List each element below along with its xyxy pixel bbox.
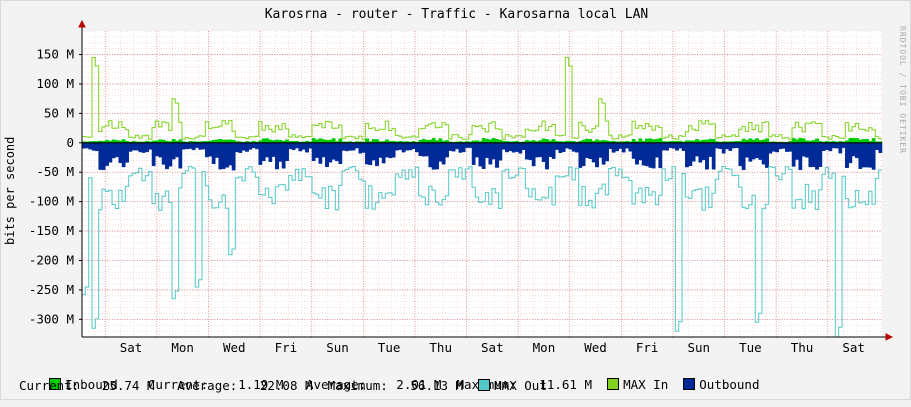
series-outbound: [81, 142, 883, 171]
x-tick-label: Sun: [326, 340, 349, 355]
outbound-swatch: [683, 378, 696, 390]
y-tick-label: 150 M: [36, 47, 74, 62]
inbound-swatch: [49, 378, 62, 390]
legend-inbound-maximum: 11.61 M: [539, 377, 592, 392]
y-tick-label: -150 M: [29, 223, 74, 238]
x-tick-label: Mon: [171, 340, 194, 355]
legend-inbound-current-label: Current:: [147, 377, 209, 392]
legend-row-1: Inbound Current: 1.19 M Average: 2.01 M …: [19, 362, 760, 407]
legend-row-2: Current: 25.74 M Average: 22.08 M Maximu…: [19, 378, 547, 393]
y-tick-label: 100 M: [36, 76, 74, 91]
x-tick-label: Wed: [584, 340, 607, 355]
legend-outbound-maximum: 56.13 M: [410, 378, 464, 393]
x-tick-label: Fri: [636, 340, 659, 355]
legend-inbound-current: 1.19 M: [238, 377, 284, 392]
legend-max-in-label: MAX In: [623, 377, 669, 392]
legend-outbound-label: Outbound: [699, 377, 760, 392]
x-tick-label: Sat: [842, 340, 865, 355]
chart-title: Karosrna - router - Traffic - Karosarna …: [264, 7, 649, 22]
legend-inbound-average: 2.01 M: [396, 377, 442, 392]
x-tick-label: Fri: [275, 340, 298, 355]
max-out-swatch: [478, 379, 491, 391]
max-in-swatch: [607, 378, 620, 390]
legend-inbound-average-label: Average:: [305, 377, 367, 392]
y-tick-label: -200 M: [29, 253, 74, 268]
legend-outbound-current-label: Current:: [19, 378, 80, 393]
x-tick-label: Thu: [791, 340, 814, 355]
x-tick-label: Mon: [533, 340, 556, 355]
rrdtool-credit: RRDTOOL / TOBI OETIKER: [898, 26, 907, 154]
x-tick-label: Tue: [739, 340, 762, 355]
y-tick-label: -250 M: [29, 282, 74, 297]
legend-inbound-label: Inbound: [65, 377, 118, 392]
legend-outbound-current: 25.74 M: [101, 378, 155, 393]
y-tick-label: -100 M: [29, 194, 74, 209]
series-inbound: [81, 137, 883, 144]
x-tick-label: Tue: [378, 340, 401, 355]
y-axis-arrow: [78, 19, 86, 28]
x-tick-label: Sun: [687, 340, 710, 355]
y-tick-label: 0: [66, 135, 74, 150]
x-axis-arrow: [885, 333, 894, 341]
x-tick-label: Wed: [223, 340, 246, 355]
x-tick-label: Thu: [429, 340, 452, 355]
legend-outbound-average-label: Average:: [177, 378, 238, 393]
y-tick-label: -300 M: [29, 311, 74, 326]
legend-outbound-maximum-label: Maximum:: [327, 378, 388, 393]
x-tick-label: Sat: [481, 340, 504, 355]
y-tick-label: 50 M: [44, 105, 74, 120]
y-tick-label: -50 M: [36, 164, 74, 179]
legend-outbound-average: 22.08 M: [259, 378, 313, 393]
legend-max-out-label: MAX Out: [494, 378, 547, 393]
x-tick-label: Sat: [120, 340, 143, 355]
series-max-in: [82, 57, 882, 140]
series-max-out: [82, 165, 882, 338]
